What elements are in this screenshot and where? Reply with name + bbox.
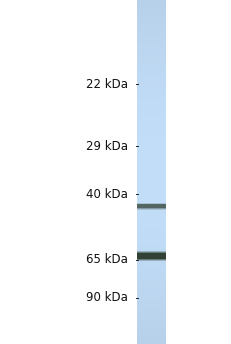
Bar — [137, 204, 166, 208]
Text: 40 kDa: 40 kDa — [86, 188, 128, 201]
Bar — [137, 253, 166, 259]
Text: 65 kDa: 65 kDa — [86, 253, 128, 266]
Text: 22 kDa: 22 kDa — [86, 78, 128, 91]
Bar — [137, 252, 166, 260]
Bar — [137, 203, 166, 210]
Text: 90 kDa: 90 kDa — [86, 291, 128, 304]
Text: 29 kDa: 29 kDa — [86, 140, 128, 153]
Bar — [137, 251, 166, 261]
Bar — [137, 204, 166, 209]
